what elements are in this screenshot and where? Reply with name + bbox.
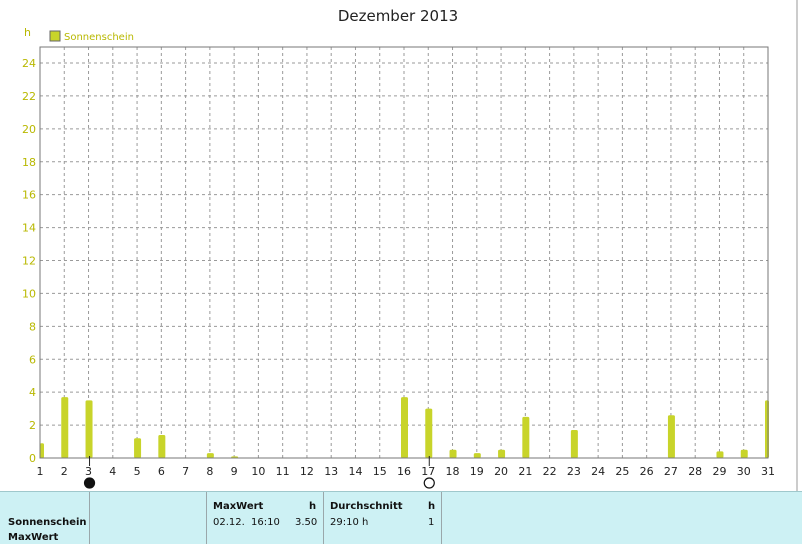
max-unit: h	[309, 501, 317, 512]
avg-value: 29:10 h	[330, 517, 369, 528]
x-tick-label: 9	[231, 465, 238, 478]
x-tick-label: 2	[61, 465, 68, 478]
avg-unit: h	[428, 501, 436, 512]
max-value: 3.50	[295, 517, 318, 528]
bar	[134, 438, 142, 458]
x-tick-label: 15	[373, 465, 387, 478]
x-tick-label: 25	[615, 465, 629, 478]
bar	[522, 416, 530, 458]
bar	[85, 400, 93, 458]
x-tick-label: 12	[300, 465, 314, 478]
bar	[158, 434, 166, 458]
chart-title: Dezember 2013	[338, 7, 458, 25]
x-ticks: 1 2 3 4 5 6 7 8 9 10 11 12 13 14 15 16 17 18 19 20 21 22 23 24 2…	[37, 456, 775, 478]
x-tick-label: 5	[134, 465, 141, 478]
x-tick-label: 22	[543, 465, 557, 478]
row-label-maxwert: MaxWert	[8, 532, 59, 543]
y-tick-label: 24	[22, 57, 36, 70]
x-tick-label: 18	[446, 465, 460, 478]
x-tick-label: 16	[397, 465, 411, 478]
bar	[667, 415, 675, 458]
x-tick-label: 19	[470, 465, 484, 478]
y-tick-label: 14	[22, 222, 36, 235]
y-tick-label: 4	[29, 386, 36, 399]
y-tick-label: 22	[22, 90, 36, 103]
bar	[401, 397, 408, 458]
bar	[740, 449, 748, 458]
bar	[61, 397, 69, 458]
x-tick-label: 20	[494, 465, 508, 478]
bar	[425, 408, 433, 458]
column-divider	[206, 492, 207, 544]
x-tick-label: 21	[518, 465, 532, 478]
y-tick-label: 2	[29, 419, 36, 432]
y-tick-label: 12	[22, 255, 36, 268]
x-tick-label: 6	[158, 465, 165, 478]
y-tick-label: 6	[29, 353, 36, 366]
full-moon-icon	[423, 477, 435, 489]
bars	[40, 397, 769, 458]
x-tick-label: 28	[688, 465, 702, 478]
x-tick-label: 23	[567, 465, 581, 478]
avg-header: Durchschnitt	[330, 501, 403, 512]
y-tick-label: 16	[22, 189, 36, 202]
x-tick-label: 4	[109, 465, 116, 478]
sunshine-chart: Dezember 2013 h Sonnenschein 02468101214…	[22, 0, 802, 491]
x-tick-label: 26	[640, 465, 654, 478]
right-margin	[776, 0, 802, 491]
x-tick-label: 1	[37, 465, 44, 478]
y-tick-label: 0	[29, 452, 36, 465]
x-tick-label: 11	[276, 465, 290, 478]
x-tick-label: 14	[348, 465, 362, 478]
x-tick-label: 17	[421, 465, 435, 478]
x-tick-label: 24	[591, 465, 605, 478]
max-date: 02.12.	[213, 517, 245, 528]
legend-swatch	[49, 30, 61, 42]
bar	[498, 449, 506, 458]
grid	[40, 47, 768, 458]
max-time: 16:10	[251, 517, 280, 528]
column-divider	[323, 492, 324, 544]
x-tick-label: 27	[664, 465, 678, 478]
column-divider	[89, 492, 90, 544]
y-tick-label: 18	[22, 156, 36, 169]
plot-frame	[39, 46, 769, 459]
x-tick-label: 29	[712, 465, 726, 478]
bar	[449, 449, 457, 458]
x-tick-label: 31	[761, 465, 775, 478]
x-tick-label: 13	[324, 465, 338, 478]
x-tick-label: 3	[85, 465, 92, 478]
bar	[473, 453, 481, 458]
bar	[716, 451, 724, 458]
x-tick-label: 7	[182, 465, 189, 478]
avg-count: 1	[428, 517, 435, 528]
new-moon-icon	[83, 477, 96, 489]
row-label-sonnenschein: Sonnenschein	[8, 517, 87, 528]
info-panel: Sonnenschein MaxWert MaxWert h 02.12. 16…	[0, 491, 802, 544]
bar	[570, 430, 578, 458]
moon-phases	[83, 477, 435, 489]
column-divider	[441, 492, 442, 544]
legend-label: Sonnenschein	[64, 32, 134, 43]
y-tick-label: 8	[29, 320, 36, 333]
bar	[40, 443, 44, 458]
y-tick-label: 20	[22, 123, 36, 136]
bar	[206, 453, 214, 458]
max-header: MaxWert	[213, 501, 264, 512]
x-tick-label: 30	[737, 465, 751, 478]
y-axis-label: h	[24, 26, 31, 39]
y-tick-label: 10	[22, 287, 36, 300]
x-tick-label: 10	[251, 465, 265, 478]
x-tick-label: 8	[206, 465, 213, 478]
